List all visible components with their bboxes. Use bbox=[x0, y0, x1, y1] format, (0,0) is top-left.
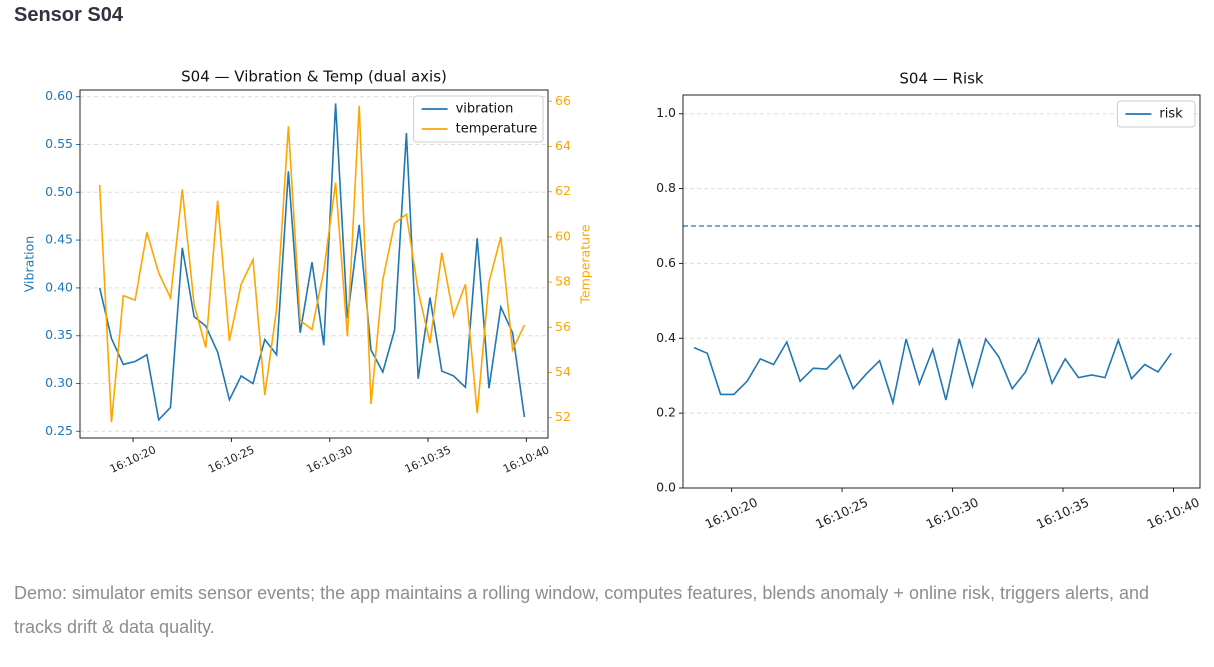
y2-tick-label: 52 bbox=[555, 409, 571, 424]
chart-title: S04 — Vibration & Temp (dual axis) bbox=[181, 68, 447, 86]
legend-label: risk bbox=[1159, 107, 1183, 122]
y2-tick-label: 58 bbox=[555, 274, 571, 289]
series-line bbox=[98, 103, 526, 422]
x-tick-label: 16:10:35 bbox=[1034, 494, 1091, 531]
plot-frame bbox=[79, 89, 549, 439]
caption: Demo: simulator emits sensor events; the… bbox=[14, 583, 1150, 637]
y2-axis-label: Temperature bbox=[578, 224, 593, 304]
x-tick-label: 16:10:20 bbox=[703, 494, 760, 531]
x-tick-label: 16:10:40 bbox=[1144, 494, 1201, 531]
y-tick-label: 0.6 bbox=[656, 255, 676, 270]
legend-label: vibration bbox=[456, 102, 514, 117]
x-tick-label: 16:10:40 bbox=[501, 443, 551, 476]
legend-box bbox=[413, 95, 544, 143]
y2-tick-label: 66 bbox=[555, 93, 571, 108]
x-tick-label: 16:10:30 bbox=[304, 443, 354, 476]
series-line bbox=[98, 105, 526, 423]
y2-tick-label: 54 bbox=[555, 364, 571, 379]
charts: S04 — Vibration & Temp (dual axis) 0.25 0.… bbox=[22, 68, 1202, 532]
y-tick-label: 0.0 bbox=[656, 480, 676, 495]
y-tick-label: 0.55 bbox=[45, 136, 73, 151]
x-tick-label: 16:10:30 bbox=[924, 494, 981, 531]
y2-tick-label: 62 bbox=[555, 183, 571, 198]
legend-label: temperature bbox=[456, 122, 538, 137]
y2-tick-label: 64 bbox=[555, 138, 571, 153]
x-tick-label: 16:10:35 bbox=[403, 443, 453, 476]
y-tick-label: 1.0 bbox=[656, 105, 676, 120]
y2-tick-label: 60 bbox=[555, 228, 571, 243]
y2-tick-label: 56 bbox=[555, 319, 571, 334]
y-tick-label: 0.25 bbox=[45, 423, 73, 438]
plot-frame bbox=[682, 94, 1201, 489]
x-tick-label: 16:10:25 bbox=[813, 494, 870, 531]
y-tick-label: 0.4 bbox=[656, 330, 676, 345]
y-tick-label: 0.35 bbox=[45, 327, 73, 342]
x-tick-label: 16:10:25 bbox=[206, 443, 256, 476]
legend-box bbox=[1116, 100, 1196, 128]
section-title: Sensor S04 bbox=[14, 4, 123, 26]
y-tick-label: 0.60 bbox=[45, 88, 73, 103]
x-tick-label: 16:10:20 bbox=[108, 443, 158, 476]
y-tick-label: 0.45 bbox=[45, 232, 73, 247]
series-line bbox=[693, 336, 1172, 406]
y-tick-label: 0.40 bbox=[45, 279, 73, 294]
y-tick-label: 0.2 bbox=[656, 405, 676, 420]
y-axis-label: Vibration bbox=[22, 236, 37, 292]
chart-title: S04 — Risk bbox=[899, 70, 984, 88]
y-tick-label: 0.30 bbox=[45, 375, 73, 390]
y-tick-label: 0.50 bbox=[45, 184, 73, 199]
y-tick-label: 0.8 bbox=[656, 180, 676, 195]
